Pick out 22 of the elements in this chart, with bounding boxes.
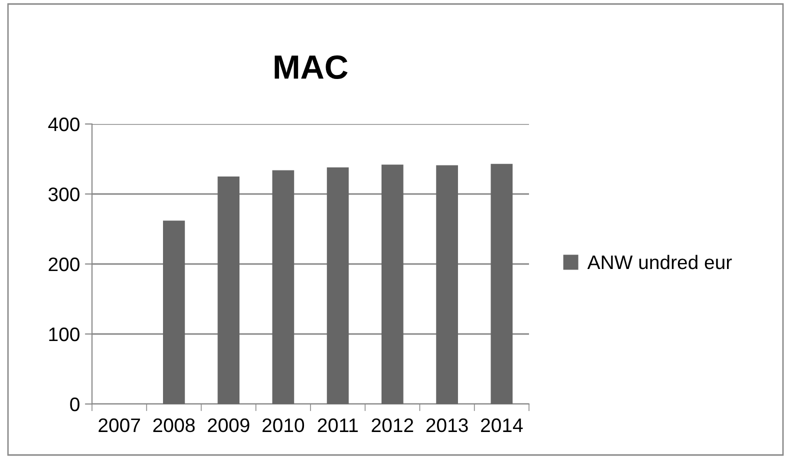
chart-title: MAC bbox=[274, 55, 348, 79]
x-tick-label: 2008 bbox=[153, 418, 195, 432]
bar bbox=[218, 176, 240, 404]
x-tick-label: 2012 bbox=[372, 418, 414, 432]
y-tick-label: 200 bbox=[48, 257, 80, 272]
y-tick-label: 0 bbox=[70, 397, 80, 412]
bar bbox=[490, 164, 513, 404]
bar bbox=[382, 164, 404, 404]
x-tick-label: 2007 bbox=[98, 418, 140, 432]
x-tick-label: 2009 bbox=[208, 418, 250, 432]
bar bbox=[326, 167, 349, 404]
legend-label: ANW undred eur bbox=[587, 254, 732, 270]
x-tick-label: 2010 bbox=[262, 418, 304, 432]
y-tick-label: 300 bbox=[48, 187, 80, 202]
bar bbox=[163, 220, 185, 404]
x-tick-label: 2013 bbox=[426, 418, 468, 432]
x-tick-label: 2014 bbox=[481, 418, 523, 432]
bar bbox=[272, 170, 294, 404]
y-tick-label: 100 bbox=[49, 327, 80, 342]
x-tick-label: 2011 bbox=[318, 418, 358, 432]
bar bbox=[436, 165, 458, 404]
y-tick-label: 400 bbox=[48, 117, 80, 132]
